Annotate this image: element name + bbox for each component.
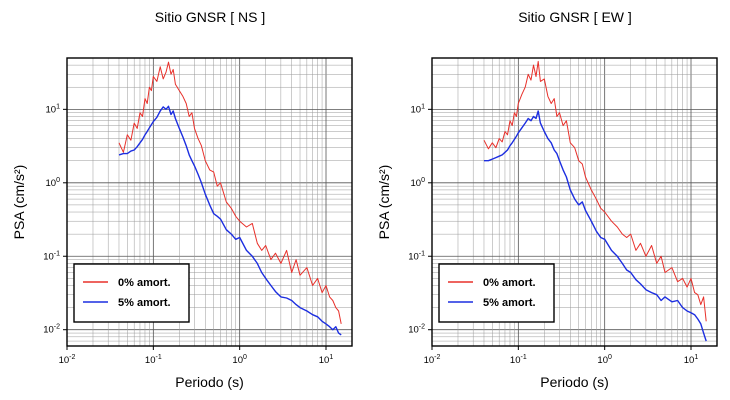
chart-title: Sitio GNSR [ EW ] (518, 9, 632, 25)
x-tick-label: 10-2 (424, 354, 441, 366)
x-tick-label: 100 (597, 354, 612, 366)
legend: 0% amort. 5% amort. (73, 263, 190, 323)
chart-title: Sitio GNSR [ NS ] (155, 9, 265, 25)
legend-label: 5% amort. (483, 297, 536, 309)
y-axis-label: PSA (cm/s²) (11, 165, 27, 240)
plot-frame (66, 57, 353, 347)
x-axis-label: Periodo (s) (540, 374, 608, 390)
y-tick-label: 101 (411, 103, 426, 115)
y-axis-label: PSA (cm/s²) (376, 165, 392, 240)
chart-panel-1: Sitio GNSR [ NS ] 10-2 10-1 100 101 10-2 10-1 1… (11, 9, 353, 390)
x-axis-label: Periodo (s) (175, 374, 243, 390)
x-tick-label: 10-1 (145, 354, 162, 366)
legend-label: 0% amort. (118, 277, 171, 289)
y-tick-label: 10-2 (408, 324, 425, 336)
y-tick-label: 10-1 (43, 250, 60, 262)
legend-label: 0% amort. (483, 277, 536, 289)
series-line-red (483, 60, 707, 322)
chart-panel-2: Sitio GNSR [ EW ] 10-2 10-1 100 101 10-2 10-1 1… (376, 9, 718, 390)
series-line-red (118, 61, 342, 324)
legend-label: 5% amort. (118, 297, 171, 309)
series-line-blue (118, 105, 342, 336)
legend: 0% amort. 5% amort. (438, 263, 555, 323)
plot-frame (431, 57, 718, 347)
y-tick-label: 10-2 (43, 324, 60, 336)
y-tick-label: 100 (46, 177, 61, 189)
x-tick-label: 100 (232, 354, 247, 366)
legend-box (73, 263, 190, 323)
x-tick-label: 101 (684, 354, 699, 366)
x-tick-label: 10-2 (59, 354, 76, 366)
y-tick-label: 101 (46, 103, 61, 115)
x-tick-label: 10-1 (510, 354, 527, 366)
series-line-blue (484, 110, 707, 342)
y-tick-label: 100 (411, 177, 426, 189)
x-tick-label: 101 (319, 354, 334, 366)
y-tick-label: 10-1 (408, 250, 425, 262)
legend-box (438, 263, 555, 323)
